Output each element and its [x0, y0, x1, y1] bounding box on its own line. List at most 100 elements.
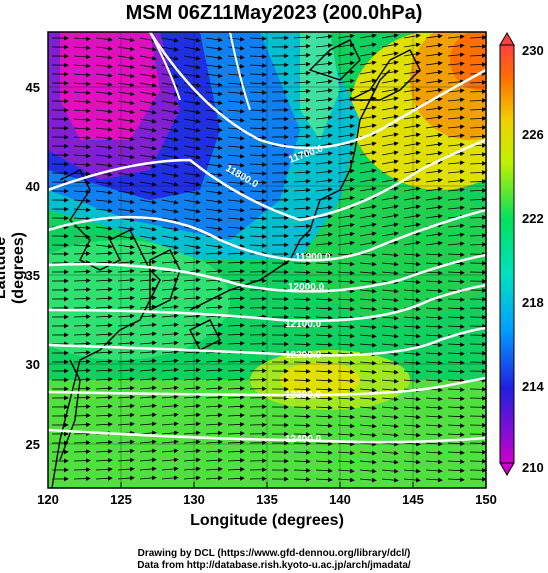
- wind-arrow: [95, 109, 113, 114]
- wind-arrow: [73, 45, 91, 51]
- wind-arrow: [359, 231, 377, 237]
- wind-arrow: [73, 189, 91, 195]
- wind-arrow: [117, 199, 135, 205]
- wind-arrow: [469, 80, 486, 85]
- wind-arrow: [403, 114, 421, 120]
- wind-arrow: [447, 52, 465, 58]
- wind-arrow: [95, 127, 113, 132]
- wind-arrow: [227, 277, 245, 283]
- wind-arrow: [227, 99, 245, 105]
- wind-arrow: [117, 91, 135, 97]
- wind-arrow: [227, 295, 245, 301]
- wind-arrow: [293, 468, 311, 473]
- wind-arrow: [117, 313, 135, 319]
- wind-arrow: [315, 441, 333, 447]
- wind-arrow: [139, 457, 157, 463]
- wind-arrow: [95, 349, 113, 355]
- wind-arrow: [95, 394, 113, 400]
- wind-arrow: [469, 197, 486, 202]
- wind-arrow: [205, 268, 223, 274]
- wind-arrow: [205, 448, 223, 454]
- wind-arrow: [315, 142, 333, 147]
- wind-arrow: [425, 168, 443, 174]
- wind-arrow: [227, 331, 245, 337]
- wind-arrow: [359, 306, 377, 312]
- wind-arrow: [73, 404, 91, 409]
- wind-arrow: [249, 117, 267, 122]
- wind-arrow: [315, 360, 333, 366]
- wind-arrow: [447, 160, 465, 166]
- wind-arrow: [337, 342, 355, 348]
- contour-label-12100: 12100.0: [285, 319, 322, 330]
- wind-arrow: [249, 144, 267, 149]
- wind-arrow: [117, 37, 135, 43]
- wind-arrow: [139, 259, 157, 265]
- wind-arrow: [425, 414, 443, 420]
- wind-arrow: [337, 123, 355, 129]
- wind-arrow: [139, 127, 157, 133]
- wind-arrow: [447, 241, 465, 247]
- wind-arrow: [161, 340, 179, 346]
- wind-arrow: [403, 240, 421, 246]
- wind-arrow: [315, 252, 333, 258]
- wind-arrow: [73, 126, 91, 132]
- wind-arrow: [183, 376, 201, 382]
- wind-arrow: [139, 235, 157, 241]
- wind-arrow: [359, 387, 377, 393]
- x-tick-label: 135: [256, 492, 278, 507]
- wind-arrow: [73, 153, 91, 159]
- wind-arrow: [161, 190, 179, 196]
- wind-arrow: [117, 268, 135, 274]
- wind-arrow: [403, 360, 421, 366]
- wind-arrow: [161, 217, 179, 223]
- wind-arrow: [447, 297, 465, 303]
- wind-arrow: [95, 295, 113, 301]
- wind-arrow: [161, 118, 179, 124]
- wind-arrow: [227, 394, 245, 400]
- wind-arrow: [447, 432, 465, 438]
- wind-arrow: [315, 405, 333, 411]
- wind-arrow: [469, 62, 486, 67]
- wind-arrow: [359, 270, 377, 276]
- wind-arrow: [205, 82, 223, 88]
- wind-arrow: [293, 252, 311, 257]
- wind-arrow: [381, 252, 399, 258]
- wind-arrow: [227, 367, 245, 373]
- wind-arrow: [337, 132, 355, 138]
- wind-arrow: [403, 261, 421, 267]
- wind-arrow: [469, 242, 486, 247]
- wind-arrow: [337, 468, 355, 474]
- wind-arrow: [227, 72, 245, 78]
- wind-arrow: [337, 450, 355, 456]
- wind-arrow: [359, 177, 377, 183]
- wind-arrow: [337, 441, 355, 447]
- wind-arrow: [139, 304, 157, 310]
- contour-11700: [148, 32, 486, 150]
- wind-arrow: [161, 385, 179, 391]
- wind-arrow: [447, 88, 465, 94]
- wind-arrow: [227, 286, 245, 292]
- wind-arrow: [117, 244, 135, 250]
- wind-arrow: [425, 150, 443, 156]
- wind-arrow: [73, 368, 91, 373]
- wind-arrow: [381, 114, 399, 120]
- wind-arrow: [315, 187, 333, 192]
- wind-arrow: [139, 226, 157, 232]
- wind-arrow: [381, 60, 399, 66]
- wind-arrow: [139, 430, 157, 436]
- wind-arrow: [337, 297, 355, 303]
- wind-arrow: [161, 475, 179, 481]
- wind-arrow: [161, 457, 179, 463]
- wind-arrow: [249, 72, 267, 77]
- wind-arrow: [337, 432, 355, 438]
- wind-arrow: [139, 358, 157, 364]
- wind-arrow: [425, 351, 443, 357]
- wind-arrow: [337, 114, 355, 120]
- wind-arrow: [381, 315, 399, 321]
- wind-arrow: [447, 306, 465, 312]
- wind-arrow: [117, 259, 135, 265]
- wind-arrow: [139, 277, 157, 283]
- wind-arrow: [381, 414, 399, 420]
- wind-arrow: [293, 115, 311, 121]
- wind-arrow: [447, 270, 465, 276]
